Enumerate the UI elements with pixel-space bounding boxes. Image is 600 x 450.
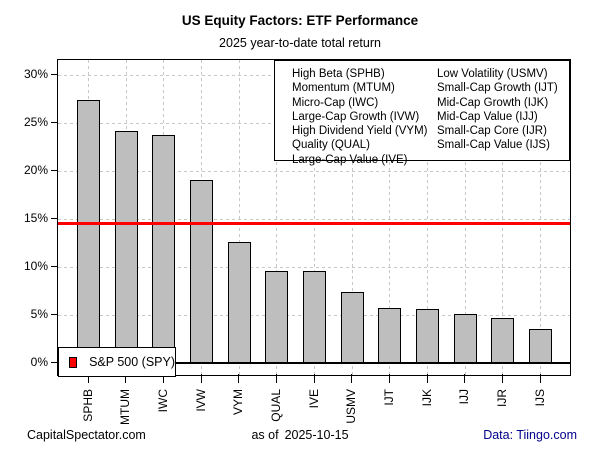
x-tick-QUAL bbox=[275, 374, 277, 383]
v-gridline-IJS bbox=[540, 60, 542, 375]
legend-item: High Dividend Yield (VYM) bbox=[292, 125, 428, 138]
factor-legend-column-2: Low Volatility (USMV) Small-Cap Growth (I… bbox=[437, 67, 558, 153]
x-axis-label-IVE: IVE bbox=[306, 389, 321, 409]
y-tick-20pct bbox=[51, 170, 57, 172]
bar-IJS bbox=[529, 328, 553, 364]
x-tick-IJT bbox=[388, 374, 390, 383]
v-gridline-IJT bbox=[389, 60, 391, 375]
x-axis-label-USMV: USMV bbox=[344, 389, 359, 424]
spy-legend-label: S&P 500 (SPY) bbox=[89, 355, 175, 369]
legend-item: Small-Cap Core (IJR) bbox=[437, 125, 547, 138]
y-tick-label-15pct: 15% bbox=[23, 211, 48, 226]
factor-legend-box: High Beta (SPHB) Momentum (MTUM) Micro-Cap… bbox=[274, 60, 570, 166]
bar-IJT bbox=[378, 307, 402, 364]
x-tick-USMV bbox=[351, 374, 353, 383]
h-gridline-10pct bbox=[58, 267, 570, 269]
bar-IJJ bbox=[453, 313, 477, 364]
chart-title: US Equity Factors: ETF Performance bbox=[181, 13, 419, 28]
y-tick-label-10pct: 10% bbox=[23, 259, 48, 274]
bar-QUAL bbox=[265, 271, 289, 364]
spy-legend-box: S&P 500 (SPY) bbox=[58, 347, 176, 377]
x-tick-VYM bbox=[238, 374, 240, 383]
footer-as-of-date: 2025-10-15 bbox=[284, 428, 349, 442]
v-gridline-IJK bbox=[427, 60, 429, 375]
x-tick-SPHB bbox=[87, 374, 89, 383]
x-axis-label-MTUM: MTUM bbox=[118, 389, 133, 425]
footer-as-of: as of 2025-10-15 bbox=[0, 428, 600, 442]
spy-line-swatch bbox=[69, 356, 78, 368]
x-axis-label-IJT: IJT bbox=[381, 389, 396, 406]
v-gridline-IJJ bbox=[464, 60, 466, 375]
legend-item: Low Volatility (USMV) bbox=[437, 68, 548, 80]
x-tick-IJS bbox=[539, 374, 541, 383]
bar-IVW bbox=[190, 180, 213, 364]
x-tick-IJJ bbox=[464, 374, 466, 383]
y-tick-label-20pct: 20% bbox=[23, 163, 48, 178]
bar-IJR bbox=[491, 318, 515, 364]
bar-IVE bbox=[303, 271, 327, 364]
x-tick-IJK bbox=[426, 374, 428, 383]
v-gridline-IJR bbox=[502, 60, 504, 375]
x-tick-MTUM bbox=[125, 374, 127, 383]
v-gridline-QUAL bbox=[276, 60, 278, 375]
x-tick-IVE bbox=[313, 374, 315, 383]
legend-item: High Beta (SPHB) bbox=[292, 68, 385, 80]
y-tick-label-25pct: 25% bbox=[23, 115, 48, 130]
y-tick-30pct bbox=[51, 74, 57, 76]
zero-axis-line bbox=[58, 362, 570, 365]
footer-as-of-prefix: as of bbox=[251, 428, 279, 442]
legend-item: Small-Cap Growth (IJT) bbox=[437, 82, 558, 95]
x-tick-IWC bbox=[162, 374, 164, 383]
y-tick-10pct bbox=[51, 266, 57, 268]
y-tick-label-5pct: 5% bbox=[30, 307, 48, 322]
v-gridline-VYM bbox=[238, 60, 240, 375]
x-axis-label-IJK: IJK bbox=[419, 389, 434, 407]
v-gridline-IVE bbox=[314, 60, 316, 375]
x-axis-label-IVW: IVW bbox=[193, 389, 208, 412]
y-tick-0pct bbox=[51, 362, 57, 364]
h-gridline-15pct bbox=[58, 219, 570, 221]
x-axis-label-SPHB: SPHB bbox=[80, 389, 95, 422]
x-axis-label-IJR: IJR bbox=[494, 389, 509, 407]
x-axis-label-IWC: IWC bbox=[155, 389, 170, 413]
legend-item: Large-Cap Growth (IVW) bbox=[292, 110, 420, 123]
legend-item: Mid-Cap Value (IJJ) bbox=[437, 110, 538, 123]
bar-SPHB bbox=[77, 100, 100, 364]
plot-area: High Beta (SPHB) Momentum (MTUM) Micro-Cap… bbox=[57, 59, 571, 377]
x-axis-label-IJS: IJS bbox=[532, 389, 547, 407]
sp500-reference-line bbox=[58, 221, 570, 225]
y-tick-15pct bbox=[51, 218, 57, 220]
v-gridline-USMV bbox=[351, 60, 353, 375]
x-tick-IVW bbox=[200, 374, 202, 383]
x-axis-label-IJJ: IJJ bbox=[457, 389, 472, 405]
legend-item: Large-Cap Value (IVE) bbox=[292, 153, 408, 166]
legend-item: Mid-Cap Growth (IJK) bbox=[437, 96, 549, 109]
factor-legend-column-1: High Beta (SPHB) Momentum (MTUM) Micro-Cap… bbox=[292, 67, 428, 167]
bar-MTUM bbox=[114, 131, 138, 364]
footer-data-source: Data: Tiingo.com bbox=[483, 428, 577, 442]
bar-VYM bbox=[227, 241, 251, 364]
y-tick-25pct bbox=[51, 122, 57, 124]
y-tick-5pct bbox=[51, 314, 57, 316]
bar-IWC bbox=[152, 134, 176, 364]
x-axis-label-VYM: VYM bbox=[231, 389, 246, 416]
bar-USMV bbox=[340, 292, 364, 364]
legend-item: Micro-Cap (IWC) bbox=[292, 96, 379, 109]
x-axis-label-QUAL: QUAL bbox=[268, 389, 283, 422]
x-tick-IJR bbox=[501, 374, 503, 383]
h-gridline-20pct bbox=[58, 171, 570, 173]
bar-IJK bbox=[416, 308, 440, 364]
y-tick-label-0pct: 0% bbox=[30, 355, 48, 370]
footer-left-credit: CapitalSpectator.com bbox=[27, 428, 146, 442]
chart-subtitle: 2025 year-to-date total return bbox=[219, 36, 381, 50]
legend-item: Small-Cap Value (IJS) bbox=[437, 139, 550, 152]
y-tick-label-30pct: 30% bbox=[23, 67, 48, 82]
legend-item: Momentum (MTUM) bbox=[292, 82, 395, 95]
legend-item: Quality (QUAL) bbox=[292, 139, 370, 152]
